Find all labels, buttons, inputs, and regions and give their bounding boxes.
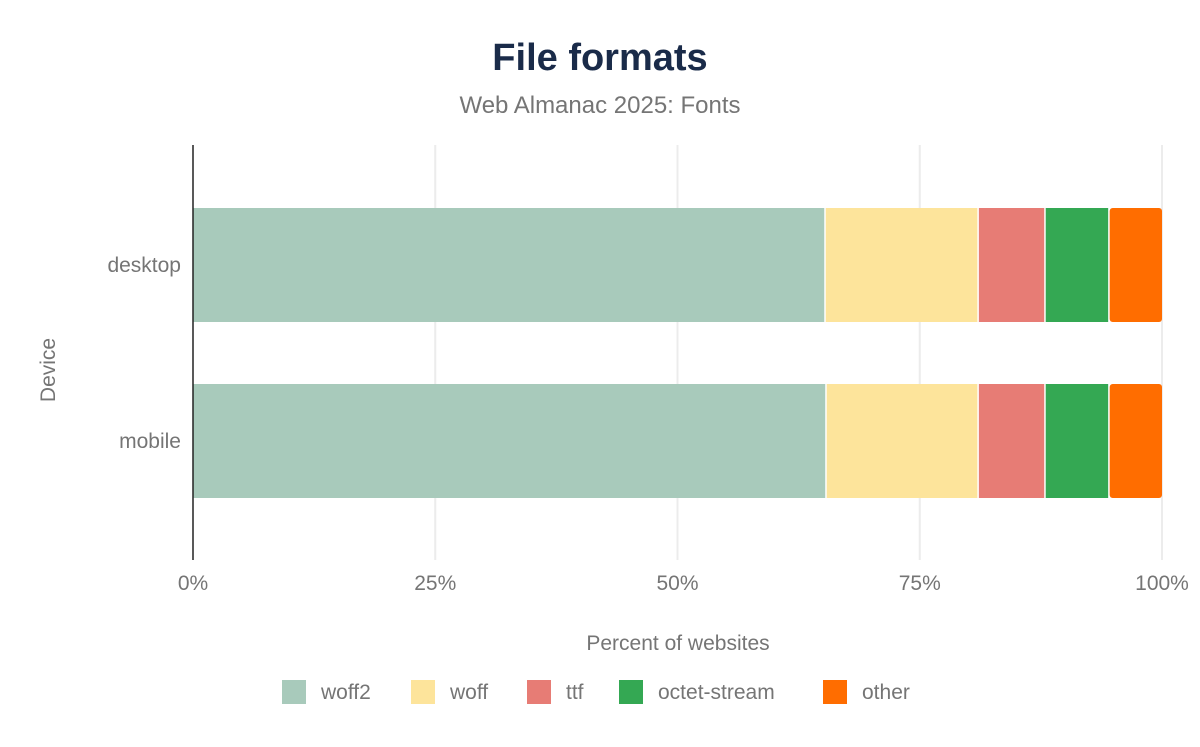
x-tick-label: 75% xyxy=(899,572,941,595)
legend-label-woff2: woff2 xyxy=(320,681,371,704)
y-axis-label: Device xyxy=(37,338,60,402)
bar-mobile-woff2 xyxy=(193,384,826,498)
bar-mobile-octet-stream xyxy=(1045,384,1109,498)
x-tick-label: 100% xyxy=(1135,572,1189,595)
bar-desktop-woff2 xyxy=(193,208,825,322)
y-tick-labels: desktop mobile xyxy=(107,254,181,453)
y-tick-label: desktop xyxy=(107,254,181,277)
legend: woff2 woff ttf octet-stream other xyxy=(282,680,910,704)
legend-label-ttf: ttf xyxy=(566,681,584,704)
legend-label-other: other xyxy=(862,681,910,704)
legend-swatch-octet-stream xyxy=(619,680,643,704)
bar-mobile-other xyxy=(1109,384,1162,498)
bar-desktop-woff xyxy=(825,208,978,322)
bar-mobile-ttf xyxy=(978,384,1045,498)
bar-desktop-ttf xyxy=(978,208,1045,322)
bar-desktop-other xyxy=(1109,208,1162,322)
bar-desktop-octet-stream xyxy=(1045,208,1109,322)
y-tick-label: mobile xyxy=(119,430,181,453)
legend-label-octet-stream: octet-stream xyxy=(658,681,775,704)
x-tick-label: 0% xyxy=(178,572,208,595)
x-tick-label: 50% xyxy=(656,572,698,595)
bars xyxy=(193,208,1162,498)
x-tick-labels: 0% 25% 50% 75% 100% xyxy=(178,572,1189,595)
legend-swatch-woff xyxy=(411,680,435,704)
legend-swatch-woff2 xyxy=(282,680,306,704)
x-axis-label: Percent of websites xyxy=(586,632,769,655)
chart-title: File formats xyxy=(492,37,707,79)
legend-label-woff: woff xyxy=(449,681,488,704)
legend-swatch-ttf xyxy=(527,680,551,704)
legend-swatch-other xyxy=(823,680,847,704)
bar-mobile-woff xyxy=(826,384,978,498)
chart-subtitle: Web Almanac 2025: Fonts xyxy=(459,92,740,119)
x-tick-label: 25% xyxy=(414,572,456,595)
